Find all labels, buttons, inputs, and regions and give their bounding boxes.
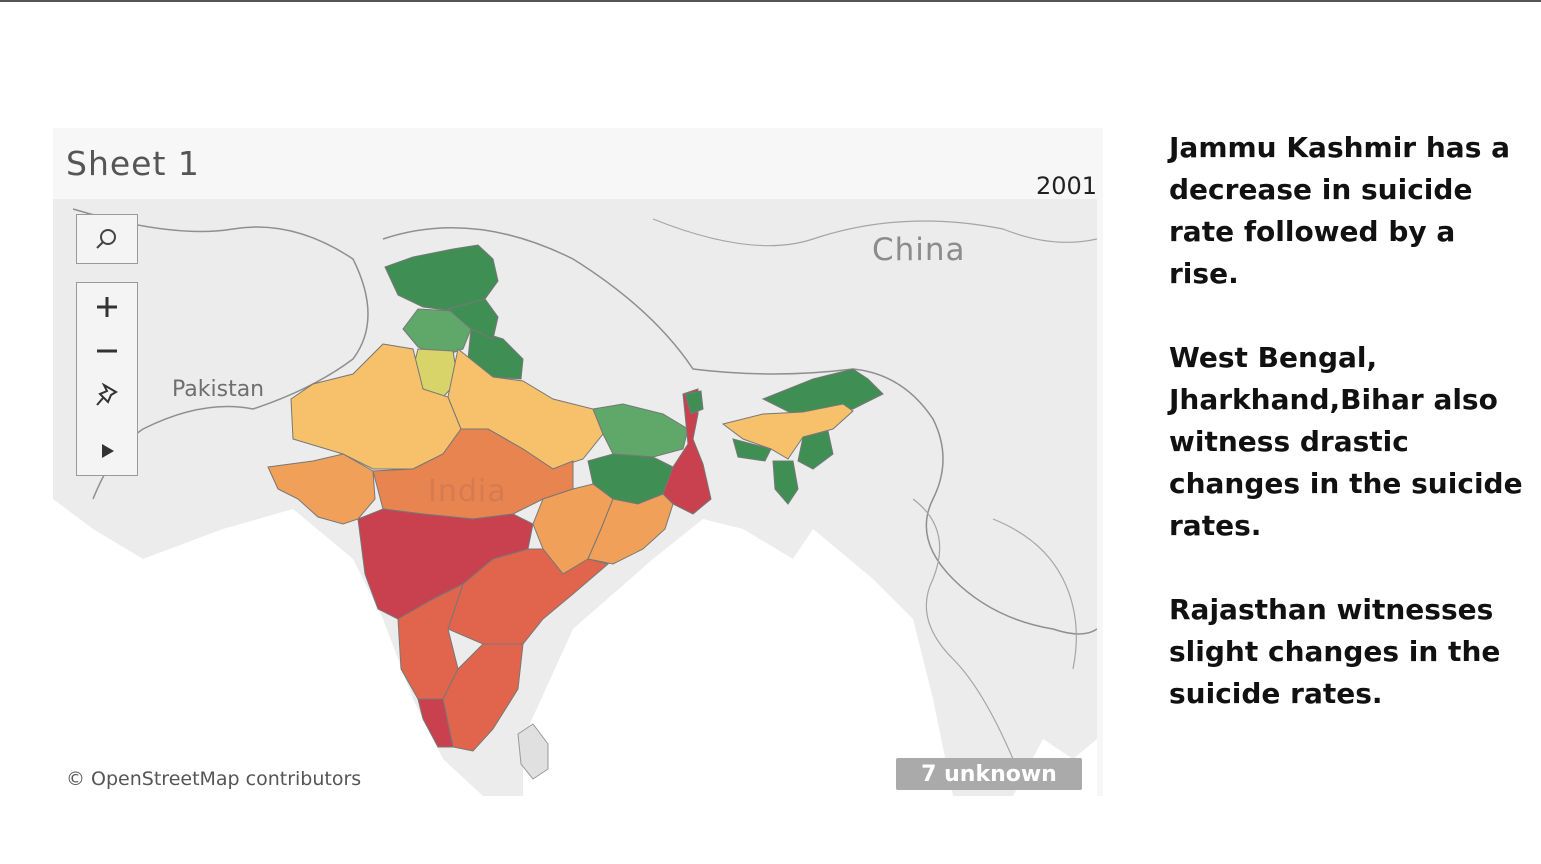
state-sikkim <box>684 390 704 415</box>
label-china: China <box>872 232 966 268</box>
note-west-bengal: West Bengal, Jharkhand,Bihar also witnes… <box>1169 341 1523 542</box>
notes-panel: Jammu Kashmir has a decrease in suicide … <box>1169 127 1529 757</box>
state-jammu-kashmir <box>384 244 499 312</box>
state-odisha <box>587 493 674 565</box>
note-jammu-kashmir: Jammu Kashmir has a decrease in suicide … <box>1169 131 1511 290</box>
zoom-tool-box <box>76 282 138 476</box>
sea-area <box>53 499 483 796</box>
search-tool-box <box>76 214 138 264</box>
country-border <box>992 518 1077 670</box>
play-icon[interactable] <box>77 431 137 471</box>
year-label: 2001 <box>1036 172 1098 200</box>
unknown-badge[interactable]: 7 unknown <box>896 758 1082 790</box>
country-border <box>72 208 369 500</box>
note-rajasthan: Rajasthan witnesses slight changes in th… <box>1169 593 1501 710</box>
india-map[interactable] <box>53 199 1097 796</box>
zoom-in-icon[interactable] <box>77 287 137 327</box>
state-punjab-haryana <box>446 298 499 340</box>
country-border <box>652 218 1097 247</box>
state-meghalaya <box>732 438 772 462</box>
label-india: India <box>428 474 507 509</box>
state-bihar <box>592 403 689 458</box>
sri-lanka <box>517 723 549 780</box>
state-kerala <box>417 698 454 748</box>
osm-attribution[interactable]: © OpenStreetMap contributors <box>66 768 362 790</box>
sea-area <box>523 519 953 796</box>
sheet-title: Sheet 1 <box>66 144 200 183</box>
country-border <box>382 227 1097 635</box>
country-border <box>912 498 1014 760</box>
state-manipur-nagaland <box>797 430 834 470</box>
state-mizoram-tripura <box>772 460 799 505</box>
label-pakistan: Pakistan <box>172 377 265 402</box>
state-assam <box>721 403 854 460</box>
search-icon[interactable] <box>77 219 137 259</box>
top-rule <box>0 0 1541 2</box>
pin-icon[interactable] <box>77 375 137 415</box>
zoom-out-icon[interactable] <box>77 331 137 371</box>
state-rajasthan <box>290 343 462 470</box>
